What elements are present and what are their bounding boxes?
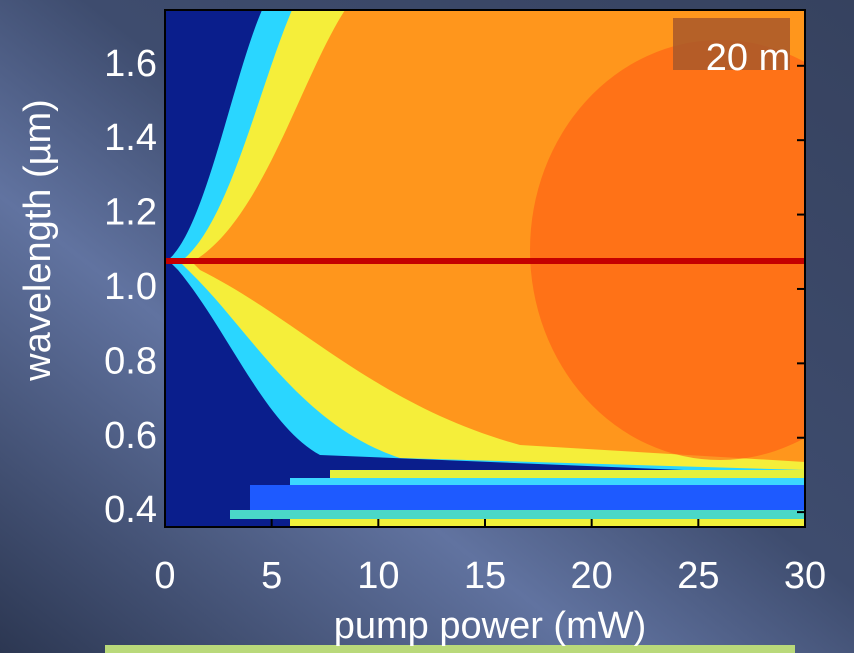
heatmap-region <box>530 40 805 460</box>
y-axis-label: wavelength (µm) <box>17 99 59 382</box>
heatmap <box>165 10 805 527</box>
x-tick-label: 25 <box>677 555 719 597</box>
heatmap-band <box>250 485 805 510</box>
y-tick-label: 1.0 <box>104 266 157 308</box>
y-tick-label: 0.4 <box>104 489 157 531</box>
x-tick-label: 30 <box>784 555 826 597</box>
x-tick-label: 10 <box>357 555 399 597</box>
annotation-box <box>673 18 790 70</box>
x-tick-label: 0 <box>154 555 175 597</box>
annotation: 20 m <box>706 37 790 79</box>
y-tick-label: 1.2 <box>104 192 157 234</box>
heatmap-line <box>165 258 805 264</box>
x-tick-label: 20 <box>571 555 613 597</box>
heatmap-band <box>230 510 805 519</box>
decor-strip <box>105 645 795 653</box>
heatmap-band <box>330 470 805 478</box>
x-tick-label: 5 <box>261 555 282 597</box>
y-tick-label: 1.4 <box>104 117 157 159</box>
y-tick-label: 1.6 <box>104 43 157 85</box>
y-tick-label: 0.6 <box>104 415 157 457</box>
heatmap-band <box>290 478 805 485</box>
heatmap-band <box>290 519 805 527</box>
x-tick-label: 15 <box>464 555 506 597</box>
x-axis-label: pump power (mW) <box>334 605 647 647</box>
y-tick-label: 0.8 <box>104 340 157 382</box>
